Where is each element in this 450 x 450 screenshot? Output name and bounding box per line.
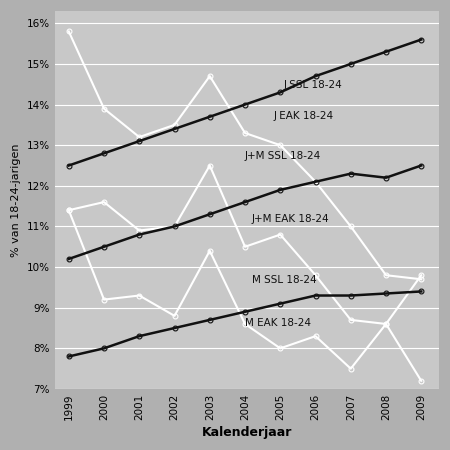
Text: M EAK 18-24: M EAK 18-24: [245, 318, 311, 328]
Text: J+M SSL 18-24: J+M SSL 18-24: [245, 151, 321, 162]
Text: J EAK 18-24: J EAK 18-24: [273, 111, 333, 121]
Y-axis label: % van 18-24-jarigen: % van 18-24-jarigen: [11, 143, 21, 257]
Text: J SSL 18-24: J SSL 18-24: [284, 80, 342, 90]
Text: M SSL 18-24: M SSL 18-24: [252, 275, 317, 285]
X-axis label: Kalenderjaar: Kalenderjaar: [202, 426, 292, 439]
Text: J+M EAK 18-24: J+M EAK 18-24: [252, 214, 330, 225]
